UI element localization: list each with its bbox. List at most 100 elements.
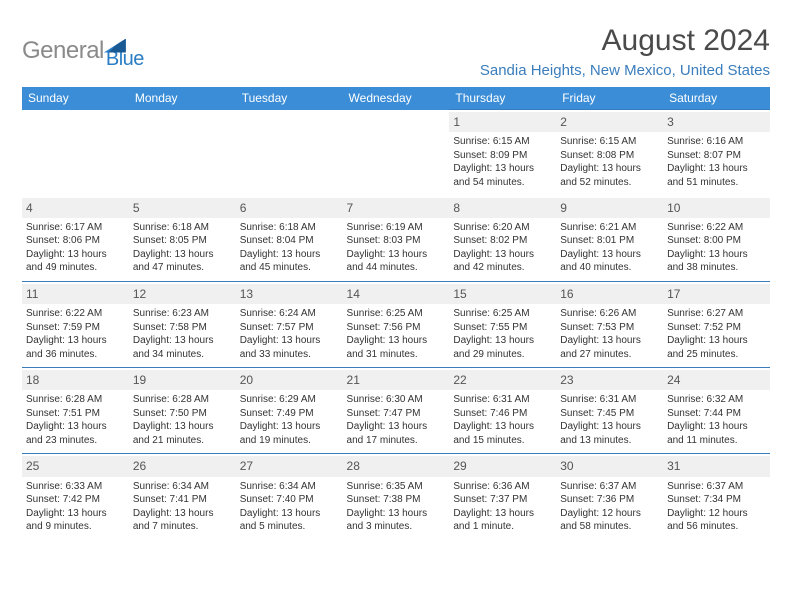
day-number: 8 [449,198,556,218]
daylight-line: Daylight: 13 hours and 33 minutes. [240,334,339,361]
sunset-line: Sunset: 8:04 PM [240,234,339,248]
daylight-line: Daylight: 13 hours and 5 minutes. [240,507,339,534]
calendar-cell: 8Sunrise: 6:20 AMSunset: 8:02 PMDaylight… [449,196,556,282]
header: General Blue August 2024 Sandia Heights,… [22,24,770,79]
daylight-line: Daylight: 13 hours and 17 minutes. [347,420,446,447]
day-number: 17 [663,284,770,304]
sunrise-line: Sunrise: 6:16 AM [667,135,766,149]
calendar-cell: 7Sunrise: 6:19 AMSunset: 8:03 PMDaylight… [343,196,450,282]
calendar-cell: 29Sunrise: 6:36 AMSunset: 7:37 PMDayligh… [449,454,556,540]
daylight-line: Daylight: 13 hours and 7 minutes. [133,507,232,534]
day-number: 16 [556,284,663,304]
logo-text-general: General [22,37,104,65]
calendar-row: 11Sunrise: 6:22 AMSunset: 7:59 PMDayligh… [22,282,770,368]
day-number: 1 [449,112,556,132]
daylight-line: Daylight: 13 hours and 3 minutes. [347,507,446,534]
sunset-line: Sunset: 7:57 PM [240,321,339,335]
daylight-line: Daylight: 13 hours and 54 minutes. [453,162,552,189]
sunset-line: Sunset: 7:58 PM [133,321,232,335]
calendar-cell: 17 Sunrise: 6:27 AMSunset: 7:52 PMDayligh… [663,282,770,368]
sunset-line: Sunset: 7:52 PM [667,321,766,335]
sunrise-line: Sunrise: 6:29 AM [240,393,339,407]
day-number: 18 [22,370,129,390]
daylight-line: Daylight: 13 hours and 40 minutes. [560,248,659,275]
daylight-line: Daylight: 13 hours and 36 minutes. [26,334,125,361]
sunrise-line: Sunrise: 6:34 AM [133,480,232,494]
sunrise-line: Sunrise: 6:15 AM [560,135,659,149]
sunset-line: Sunset: 8:06 PM [26,234,125,248]
sunset-line: Sunset: 7:44 PM [667,407,766,421]
day-number: 25 [22,456,129,476]
calendar-cell: 16Sunrise: 6:26 AMSunset: 7:53 PMDayligh… [556,282,663,368]
calendar-cell: 26Sunrise: 6:34 AMSunset: 7:41 PMDayligh… [129,454,236,540]
calendar-cell: 13Sunrise: 6:24 AMSunset: 7:57 PMDayligh… [236,282,343,368]
weekday-header: Saturday [663,87,770,110]
daylight-line: Daylight: 13 hours and 15 minutes. [453,420,552,447]
weekday-header: Thursday [449,87,556,110]
sunrise-line: Sunrise: 6:23 AM [133,307,232,321]
sunrise-line: Sunrise: 6:31 AM [453,393,552,407]
sunrise-line: Sunrise: 6:19 AM [347,221,446,235]
sunset-line: Sunset: 7:50 PM [133,407,232,421]
calendar-cell: 22Sunrise: 6:31 AMSunset: 7:46 PMDayligh… [449,368,556,454]
day-number: 31 [663,456,770,476]
daylight-line: Daylight: 13 hours and 52 minutes. [560,162,659,189]
daylight-line: Daylight: 13 hours and 13 minutes. [560,420,659,447]
sunrise-line: Sunrise: 6:15 AM [453,135,552,149]
daylight-line: Daylight: 13 hours and 23 minutes. [26,420,125,447]
sunset-line: Sunset: 7:56 PM [347,321,446,335]
calendar-cell: 18Sunrise: 6:28 AMSunset: 7:51 PMDayligh… [22,368,129,454]
daylight-line: Daylight: 13 hours and 38 minutes. [667,248,766,275]
daylight-line: Daylight: 13 hours and 21 minutes. [133,420,232,447]
sunrise-line: Sunrise: 6:27 AM [667,307,766,321]
daylight-line: Daylight: 13 hours and 45 minutes. [240,248,339,275]
calendar-row: 4Sunrise: 6:17 AMSunset: 8:06 PMDaylight… [22,196,770,282]
calendar-body: 1Sunrise: 6:15 AMSunset: 8:09 PMDaylight… [22,110,770,540]
daylight-line: Daylight: 13 hours and 34 minutes. [133,334,232,361]
sunrise-line: Sunrise: 6:34 AM [240,480,339,494]
daylight-line: Daylight: 13 hours and 31 minutes. [347,334,446,361]
sunrise-line: Sunrise: 6:22 AM [667,221,766,235]
calendar-cell: 11Sunrise: 6:22 AMSunset: 7:59 PMDayligh… [22,282,129,368]
sunrise-line: Sunrise: 6:22 AM [26,307,125,321]
sunset-line: Sunset: 7:34 PM [667,493,766,507]
day-number: 19 [129,370,236,390]
daylight-line: Daylight: 12 hours and 56 minutes. [667,507,766,534]
daylight-line: Daylight: 12 hours and 58 minutes. [560,507,659,534]
sunset-line: Sunset: 8:05 PM [133,234,232,248]
sunset-line: Sunset: 7:51 PM [26,407,125,421]
day-number: 26 [129,456,236,476]
sunset-line: Sunset: 7:53 PM [560,321,659,335]
sunset-line: Sunset: 7:46 PM [453,407,552,421]
location: Sandia Heights, New Mexico, United State… [480,62,770,79]
calendar-cell: 12Sunrise: 6:23 AMSunset: 7:58 PMDayligh… [129,282,236,368]
sunrise-line: Sunrise: 6:21 AM [560,221,659,235]
calendar-cell: 28Sunrise: 6:35 AMSunset: 7:38 PMDayligh… [343,454,450,540]
logo: General Blue [22,24,144,71]
calendar-cell: 14Sunrise: 6:25 AMSunset: 7:56 PMDayligh… [343,282,450,368]
day-number: 27 [236,456,343,476]
title-block: August 2024 Sandia Heights, New Mexico, … [480,24,770,79]
sunset-line: Sunset: 8:00 PM [667,234,766,248]
day-number: 28 [343,456,450,476]
calendar-cell: 3Sunrise: 6:16 AMSunset: 8:07 PMDaylight… [663,110,770,196]
daylight-line: Daylight: 13 hours and 42 minutes. [453,248,552,275]
sunrise-line: Sunrise: 6:18 AM [133,221,232,235]
day-number: 13 [236,284,343,304]
sunrise-line: Sunrise: 6:26 AM [560,307,659,321]
day-number: 4 [22,198,129,218]
calendar-cell: 19Sunrise: 6:28 AMSunset: 7:50 PMDayligh… [129,368,236,454]
daylight-line: Daylight: 13 hours and 19 minutes. [240,420,339,447]
sunset-line: Sunset: 7:59 PM [26,321,125,335]
daylight-line: Daylight: 13 hours and 47 minutes. [133,248,232,275]
calendar-cell: 31 Sunrise: 6:37 AMSunset: 7:34 PMDayligh… [663,454,770,540]
weekday-header: Tuesday [236,87,343,110]
weekday-header-row: SundayMondayTuesdayWednesdayThursdayFrid… [22,87,770,110]
daylight-line: Daylight: 13 hours and 25 minutes. [667,334,766,361]
day-number: 9 [556,198,663,218]
calendar-cell [343,110,450,196]
month-title: August 2024 [480,24,770,58]
calendar-cell: 2Sunrise: 6:15 AMSunset: 8:08 PMDaylight… [556,110,663,196]
sunrise-line: Sunrise: 6:37 AM [667,480,766,494]
sunset-line: Sunset: 8:08 PM [560,149,659,163]
